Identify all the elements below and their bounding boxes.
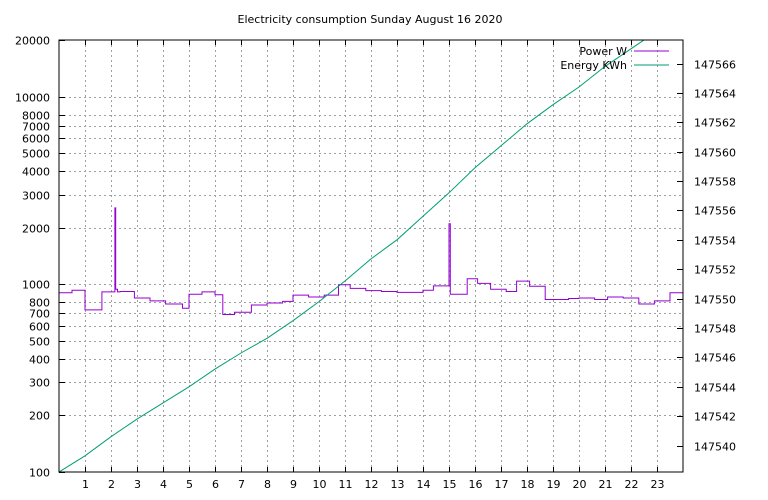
x-tick-label: 13	[391, 478, 405, 491]
x-tick-label: 5	[186, 478, 193, 491]
x-tick-label: 10	[313, 478, 327, 491]
y-tick-label: 10000	[15, 92, 50, 105]
y-tick-label: 200	[29, 410, 50, 423]
y2-tick-label: 147550	[694, 294, 736, 307]
y-tick-label: 700	[29, 308, 50, 321]
y2-tick-label: 147554	[694, 235, 736, 248]
x-tick-label: 8	[264, 478, 271, 491]
x-tick-label: 12	[365, 478, 379, 491]
x-tick-label: 17	[495, 478, 509, 491]
x-tick-label: 6	[212, 478, 219, 491]
x-tick-label: 20	[573, 478, 587, 491]
legend-label-power: Power W	[579, 45, 627, 58]
legend-label-energy: Energy KWh	[560, 59, 627, 72]
series-layer	[59, 40, 683, 472]
x-tick-label: 16	[469, 478, 483, 491]
y-tick-label: 100	[29, 467, 50, 480]
x-tick-label: 3	[134, 478, 141, 491]
y-tick-label: 400	[29, 354, 50, 367]
y2-tick-label: 147566	[694, 59, 736, 72]
x-tick-label: 19	[547, 478, 561, 491]
x-tick-label: 23	[651, 478, 665, 491]
axes: 1 2 3 4 5 6 7 8 9 10 11 12 13 14 15 16 17 18 19 20 21 22 23100…	[15, 35, 736, 492]
y-tick-label: 5000	[22, 148, 50, 161]
y2-tick-label: 147556	[694, 205, 736, 218]
x-tick-label: 15	[443, 478, 457, 491]
y-tick-label: 8000	[22, 110, 50, 123]
y-tick-label: 500	[29, 336, 50, 349]
x-tick-label: 18	[521, 478, 535, 491]
y2-tick-label: 147544	[694, 382, 736, 395]
y2-tick-label: 147548	[694, 323, 736, 336]
x-tick-label: 11	[339, 478, 353, 491]
y-tick-label: 4000	[22, 166, 50, 179]
series-energy-line	[59, 40, 645, 472]
grid	[59, 40, 683, 472]
x-tick-label: 1	[82, 478, 89, 491]
x-tick-label: 21	[599, 478, 613, 491]
y2-tick-label: 147540	[694, 441, 736, 454]
y-tick-label: 3000	[22, 190, 50, 203]
y-tick-label: 7000	[22, 121, 50, 134]
y2-tick-label: 147546	[694, 352, 736, 365]
y-tick-label: 2000	[22, 223, 50, 236]
x-tick-label: 4	[160, 478, 167, 491]
series-power-line	[59, 207, 683, 315]
y-tick-label: 600	[29, 321, 50, 334]
y2-tick-label: 147552	[694, 264, 736, 277]
y2-tick-label: 147558	[694, 176, 736, 189]
x-tick-label: 9	[290, 478, 297, 491]
y-tick-label: 800	[29, 297, 50, 310]
y2-tick-label: 147562	[694, 117, 736, 130]
y-tick-label: 1000	[22, 279, 50, 292]
legend: Power W Energy KWh	[560, 45, 669, 72]
x-tick-label: 2	[108, 478, 115, 491]
x-tick-label: 22	[625, 478, 639, 491]
y-tick-label: 6000	[22, 133, 50, 146]
x-tick-label: 14	[417, 478, 431, 491]
y2-tick-label: 147560	[694, 147, 736, 160]
y2-tick-label: 147564	[694, 88, 736, 101]
y-tick-label: 300	[29, 377, 50, 390]
y-tick-label: 20000	[15, 35, 50, 48]
chart-title: Electricity consumption Sunday August 16…	[238, 13, 503, 26]
x-tick-label: 7	[238, 478, 245, 491]
y2-tick-label: 147542	[694, 411, 736, 424]
